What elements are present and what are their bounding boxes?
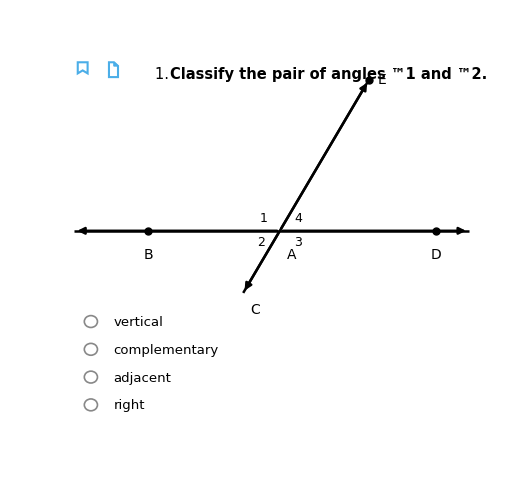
- Text: vertical: vertical: [113, 315, 163, 328]
- Text: 1: 1: [260, 212, 268, 225]
- Text: C: C: [251, 302, 260, 316]
- Text: 3: 3: [294, 236, 302, 249]
- Text: E: E: [377, 72, 386, 86]
- Text: complementary: complementary: [113, 343, 219, 356]
- Text: right: right: [113, 398, 145, 411]
- Text: 1.: 1.: [155, 67, 173, 82]
- Text: 2: 2: [258, 236, 266, 249]
- Text: 4: 4: [294, 212, 302, 225]
- Text: adjacent: adjacent: [113, 371, 171, 384]
- Text: Classify the pair of angles ™1 and ™2.: Classify the pair of angles ™1 and ™2.: [170, 67, 488, 82]
- Text: D: D: [430, 248, 441, 262]
- Polygon shape: [114, 63, 118, 67]
- Text: B: B: [144, 248, 153, 262]
- Text: A: A: [287, 248, 297, 262]
